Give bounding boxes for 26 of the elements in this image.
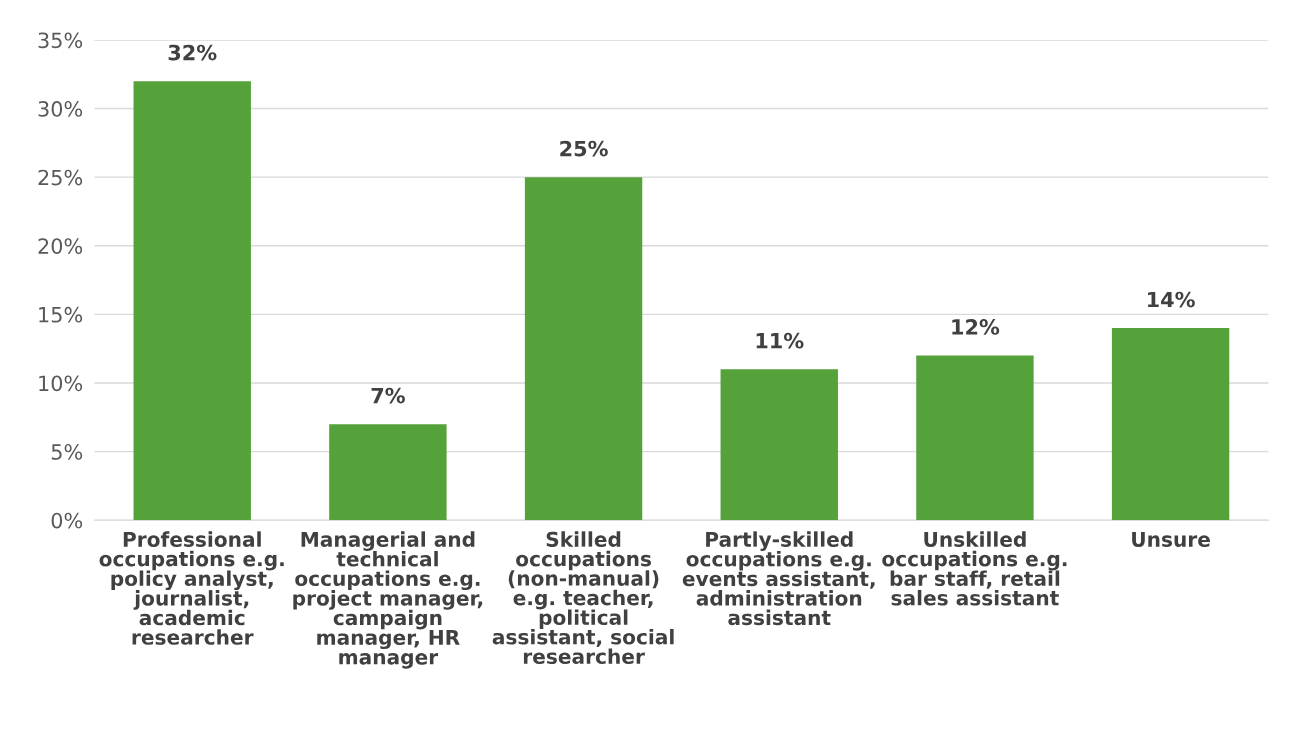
- bar: [133, 81, 251, 521]
- x-tick-label: Unskilled occupations e.g. bar staff, retail sales assistant: [882, 531, 1067, 606]
- y-tick-label: 20%: [38, 238, 83, 254]
- data-label: 32%: [168, 44, 217, 61]
- bar: [916, 355, 1034, 521]
- y-tick-label: 15%: [39, 306, 83, 323]
- y-tick-label: 25%: [38, 169, 83, 186]
- bar: [720, 369, 838, 521]
- data-label: 12%: [952, 319, 1000, 335]
- y-tick-label: 30%: [38, 101, 83, 117]
- data-label: 25%: [560, 140, 608, 157]
- y-tick-label: 10%: [39, 375, 83, 392]
- x-tick-label: Unsure: [1132, 531, 1210, 547]
- x-tick-label: Partly-skilled occupations e.g. events assistant, administration assistant: [682, 531, 875, 626]
- x-tick-label: Skilled occupations (non-manual) e.g. teacher, political assistant, social researcher: [492, 531, 674, 665]
- data-label: 7%: [371, 387, 405, 404]
- bar: [329, 424, 447, 521]
- data-label: 14%: [1148, 291, 1195, 308]
- x-tick-label: Professional occupations e.g. policy analyst, journalist, academic researcher: [99, 531, 284, 645]
- y-tick-label: 0%: [51, 512, 83, 529]
- y-tick-label: 5%: [51, 444, 83, 460]
- x-tick-label: Managerial and technical occupations e.g. project manager, campaign manager, HR manager: [293, 531, 483, 669]
- data-label: 11%: [756, 332, 804, 349]
- bar: [1111, 328, 1230, 521]
- bar: [524, 177, 643, 521]
- y-tick-label: 35%: [38, 32, 83, 49]
